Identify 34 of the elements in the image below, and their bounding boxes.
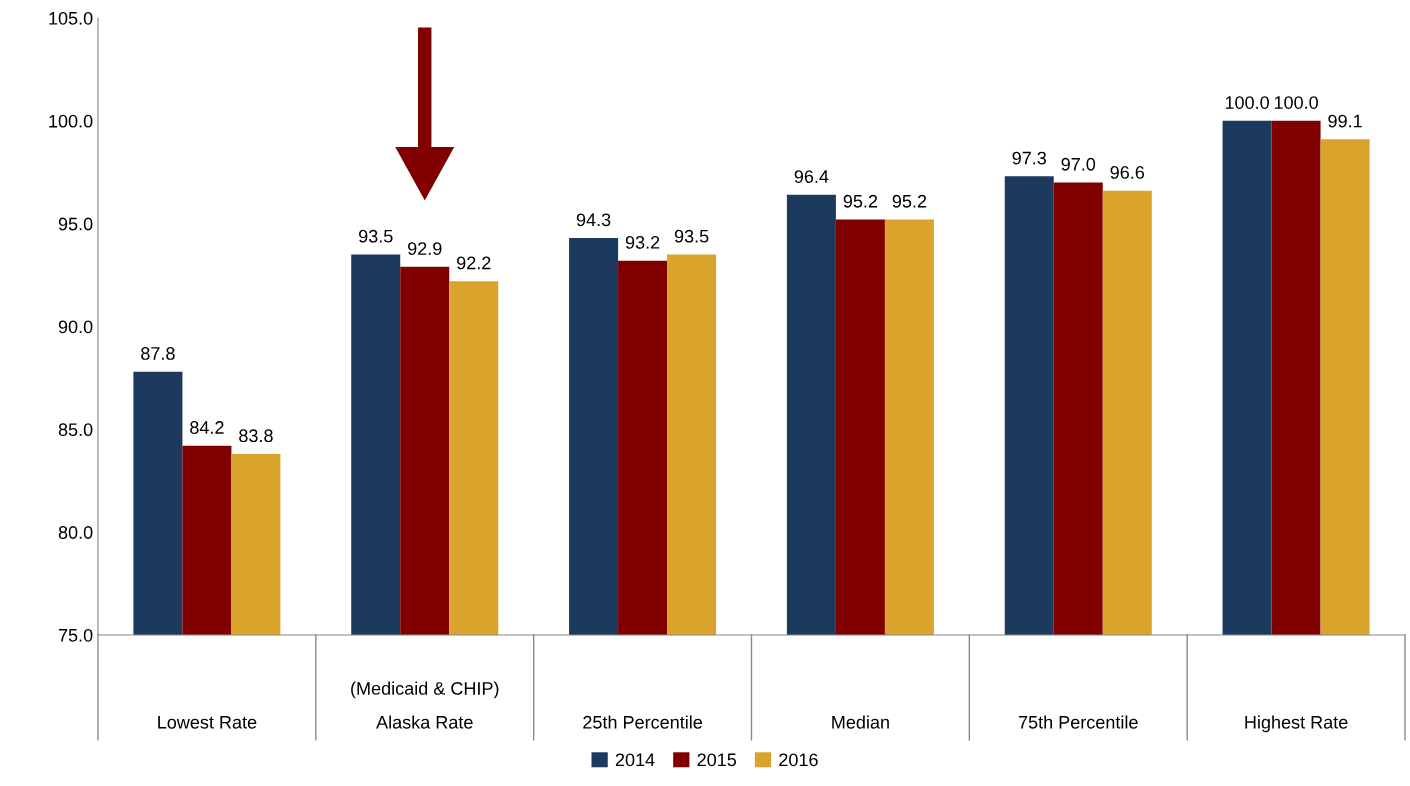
data-label: 83.8	[239, 429, 273, 443]
y-tick-label: 105.0	[49, 11, 93, 25]
data-label: 95.2	[892, 194, 927, 208]
y-tick-label: 95.0	[58, 217, 93, 231]
y-tick-label: 85.0	[58, 423, 93, 437]
x-tick-label: 75th Percentile	[1018, 715, 1138, 729]
data-label: 93.2	[625, 236, 660, 249]
legend-label: 2016	[779, 753, 818, 767]
x-tick-label: 25th Percentile	[583, 715, 703, 729]
y-tick-label: 80.0	[58, 526, 93, 539]
data-label: 97.3	[1012, 151, 1047, 165]
x-tick-label: (Medicaid & CHIP) Alaska Rate	[351, 681, 499, 729]
y-tick-label: 90.0	[58, 320, 93, 334]
legend-label: 2015	[697, 753, 737, 767]
y-tick-label: 75.0	[58, 628, 93, 642]
data-label: 97.0	[1061, 157, 1096, 171]
legend-label: 2014	[615, 753, 655, 767]
data-label: 87.8	[141, 347, 175, 360]
data-label: 92.2	[457, 256, 491, 270]
y-tick-label: 100.0	[49, 114, 93, 128]
x-tick-label: Lowest Rate	[158, 716, 257, 729]
data-label: 93.5	[359, 229, 393, 243]
data-label: 99.1	[1328, 114, 1362, 128]
data-label: 95.2	[843, 194, 878, 208]
data-label: 100.0	[1225, 96, 1269, 109]
data-label: 96.6	[1110, 166, 1145, 179]
data-label: 84.2	[190, 421, 224, 434]
data-label: 93.5	[674, 229, 709, 243]
x-tick-label: Highest Rate	[1245, 715, 1348, 733]
data-label: 100.0	[1274, 96, 1318, 109]
data-label: 94.3	[576, 213, 611, 227]
data-label: 92.9	[408, 242, 442, 255]
x-tick-label: Median	[832, 715, 889, 729]
data-label: 96.4	[794, 170, 829, 183]
